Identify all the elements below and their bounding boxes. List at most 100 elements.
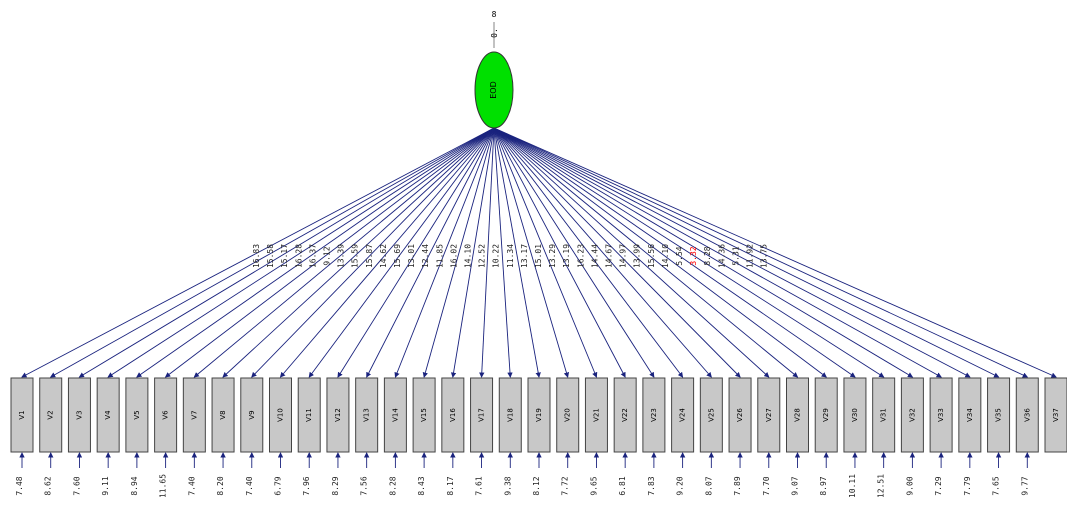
loading-label-v11: 15.69 (393, 244, 402, 268)
indicator-box-v26[interactable]: V26 (728, 377, 752, 453)
indicator-name-v32: V32 (908, 408, 916, 422)
indicator-box-v7[interactable]: V7 (182, 377, 206, 453)
loading-path-v4 (107, 127, 495, 378)
indicator-box-v27[interactable]: V27 (757, 377, 781, 453)
indicator-name-v13: V13 (363, 408, 371, 422)
indicator-box-v20[interactable]: V20 (556, 377, 580, 453)
error-label-v24: 9.20 (676, 476, 685, 495)
loading-path-v18 (493, 127, 513, 378)
indicator-rect-v2 (39, 377, 63, 453)
indicator-rect-v11 (297, 377, 321, 453)
indicator-box-v19[interactable]: V19 (527, 377, 551, 453)
indicator-box-v29[interactable]: V29 (814, 377, 838, 453)
latent-variable[interactable]: 8 0. EOD (474, 10, 514, 129)
error-label-v34: 7.79 (963, 476, 972, 495)
loading-label-v20: 13.17 (520, 244, 529, 268)
loading-path-v10 (279, 127, 495, 378)
error-label-v2: 8.62 (44, 476, 53, 495)
loading-label-v9: 15.87 (365, 244, 374, 268)
indicator-box-v28[interactable]: V28 (786, 377, 809, 453)
indicator-box-v1[interactable]: V1 (10, 377, 34, 453)
error-label-v12: 8.29 (331, 476, 340, 495)
indicator-box-v17[interactable]: V17 (470, 377, 494, 453)
loading-path-v9 (251, 127, 495, 378)
indicator-box-v16[interactable]: V16 (441, 377, 465, 453)
indicator-box-v34[interactable]: V34 (958, 377, 982, 453)
loading-label-v34: 14.36 (717, 244, 726, 268)
indicator-box-v3[interactable]: V3 (67, 377, 91, 453)
loading-label-v6: 9.12 (323, 246, 332, 265)
indicator-box-v25[interactable]: V25 (699, 377, 723, 453)
indicator-rect-v5 (125, 377, 149, 453)
indicator-box-v11[interactable]: V11 (297, 377, 321, 453)
indicator-box-v35[interactable]: V35 (987, 377, 1011, 453)
indicator-box-v22[interactable]: V22 (613, 377, 637, 453)
indicator-rect-v9 (240, 377, 264, 453)
error-label-v4: 9.11 (101, 476, 110, 495)
indicator-box-v32[interactable]: V32 (900, 377, 924, 453)
indicator-name-v9: V9 (248, 410, 256, 419)
loading-path-v12 (337, 127, 495, 378)
indicator-box-v4[interactable]: V4 (96, 377, 120, 453)
loading-label-v21: 15.01 (534, 244, 543, 268)
error-label-v6: 11.65 (159, 474, 168, 498)
indicator-rect-v12 (326, 377, 350, 453)
error-label-v18: 9.38 (503, 476, 512, 495)
indicator-box-v10[interactable]: V10 (269, 377, 292, 453)
loading-path-v3 (78, 127, 495, 378)
loading-label-v35: 5.31 (731, 246, 740, 265)
indicator-box-v24[interactable]: V24 (671, 377, 695, 453)
loading-path-v35 (493, 127, 1000, 378)
indicator-box-v30[interactable]: V30 (843, 377, 867, 453)
latent-variance-sub: 0. (490, 28, 499, 38)
loading-path-v24 (493, 127, 684, 378)
indicator-box-v6[interactable]: V6 (154, 377, 178, 453)
indicator-box-v33[interactable]: V33 (929, 377, 953, 453)
indicator-box-v15[interactable]: V15 (412, 377, 436, 453)
error-label-v1: 7.48 (15, 476, 24, 495)
loading-path-v6 (164, 127, 495, 378)
error-label-v25: 8.07 (704, 476, 713, 495)
loading-label-v29: 15.56 (647, 244, 656, 268)
indicator-box-v23[interactable]: V23 (642, 377, 666, 453)
error-label-v15: 8.43 (417, 476, 426, 495)
error-label-v35: 7.65 (992, 476, 1001, 495)
error-label-v31: 12.51 (877, 474, 886, 498)
latent-ellipse[interactable] (474, 51, 514, 129)
indicator-box-v5[interactable]: V5 (125, 377, 149, 453)
indicator-box-v31[interactable]: V31 (872, 377, 896, 453)
loading-path-v30 (493, 127, 856, 378)
error-terms: 7.48 8.62 7.60 9.11 8.94 11.65 7.40 8.20 7.40 6.7… (15, 452, 1030, 498)
loading-path-v23 (493, 127, 655, 378)
loading-label-v33: 8.28 (703, 246, 712, 265)
loading-label-v19: 11.34 (506, 244, 515, 268)
indicator-box-v37[interactable]: V37 (1044, 377, 1067, 453)
indicator-name-v19: V19 (535, 408, 543, 422)
loading-path-v36 (493, 127, 1029, 378)
indicator-box-v2[interactable]: V2 (39, 377, 63, 453)
error-label-v30: 10.11 (848, 474, 857, 498)
indicator-box-v21[interactable]: V21 (584, 377, 608, 453)
indicator-rect-v4 (96, 377, 120, 453)
error-label-v10: 6.79 (274, 476, 283, 495)
loading-label-v13: 12.44 (421, 244, 430, 268)
indicator-box-v9[interactable]: V9 (240, 377, 264, 453)
indicator-name-v10: V10 (277, 408, 285, 422)
indicator-box-v18[interactable]: V18 (498, 377, 522, 453)
error-label-v20: 7.72 (561, 476, 570, 495)
loading-label-v1: 16.83 (252, 244, 261, 268)
indicator-rect-v19 (527, 377, 551, 453)
indicator-box-v36[interactable]: V36 (1015, 377, 1039, 453)
indicator-box-v13[interactable]: V13 (355, 377, 379, 453)
indicator-name-v17: V17 (478, 408, 486, 422)
indicator-box-v14[interactable]: V14 (383, 377, 407, 453)
indicator-rect-v35 (987, 377, 1011, 453)
loading-path-v14 (394, 127, 495, 378)
loading-label-v2: 15.58 (266, 244, 275, 268)
loading-label-v25: 14.44 (590, 244, 599, 268)
error-label-v7: 7.40 (187, 476, 196, 495)
indicator-name-v4: V4 (104, 410, 112, 420)
indicator-box-v8[interactable]: V8 (211, 377, 235, 453)
loading-path-v28 (493, 127, 799, 378)
indicator-box-v12[interactable]: V12 (326, 377, 350, 453)
